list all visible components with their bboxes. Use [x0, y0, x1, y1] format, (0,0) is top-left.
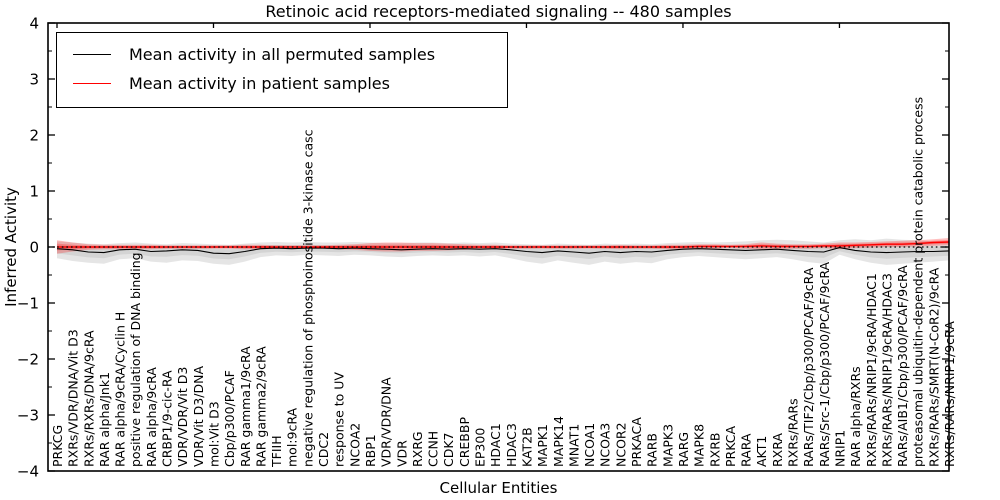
y-tick-label: 0 — [29, 239, 39, 257]
y-tick-label: −1 — [17, 295, 39, 313]
x-tick-label: PRKCG — [50, 425, 65, 467]
x-tick-label: NCOR2 — [613, 422, 628, 467]
x-tick-label: NCOA1 — [582, 423, 597, 467]
x-tick-label: HDAC3 — [504, 423, 519, 467]
x-tick-label: RXRs/RARs/NRIP1/9cRA — [942, 321, 957, 467]
x-tick-label: response to UV — [332, 372, 347, 467]
y-axis-label: Inferred Activity — [2, 187, 20, 307]
y-tick-label: −3 — [17, 407, 39, 425]
x-tick-label: RARs/Src-1/Cbp/p300/PCAF/9cRA — [817, 261, 832, 467]
legend-line-permuted-icon — [73, 54, 111, 55]
y-tick-label: 2 — [29, 127, 39, 145]
x-tick-label: CRBP1/9-cic-RA — [160, 370, 175, 467]
x-tick-label: MNAT1 — [566, 424, 581, 467]
x-tick-label: Cbp/p300/PCAF — [222, 370, 237, 467]
x-tick-label: MAPK3 — [660, 424, 675, 467]
x-tick-label: RXRs/RARs — [786, 398, 801, 467]
x-tick-label: RARG — [676, 432, 691, 467]
x-tick-label: RXRA — [770, 433, 785, 467]
x-tick-label: RXRs/RARs/NRIP1/9cRA/HDAC3 — [879, 273, 894, 467]
x-tick-label: RXRs/VDR/DNA/Vit D3 — [66, 329, 81, 467]
x-tick-label: MAPK8 — [692, 424, 707, 467]
x-tick-label: proteasomal ubiquitin-dependent protein … — [911, 97, 926, 467]
x-tick-label: VDR — [394, 440, 409, 467]
patient-band — [57, 238, 949, 254]
x-tick-label: MAPK14 — [551, 416, 566, 467]
x-tick-label: RARA — [739, 433, 754, 467]
x-tick-label: RAR alpha/9cRA — [144, 367, 159, 467]
x-tick-label: mol:9cRA — [285, 407, 300, 467]
x-tick-label: mol:Vit D3 — [206, 401, 221, 467]
x-axis-label: Cellular Entities — [439, 479, 558, 497]
x-tick-label: MAPK1 — [535, 424, 550, 467]
legend-label-permuted: Mean activity in all permuted samples — [129, 45, 436, 64]
x-tick-label: PRKCA — [723, 426, 738, 467]
legend-label-patient: Mean activity in patient samples — [129, 74, 390, 93]
x-tick-label: RBP1 — [363, 434, 378, 467]
x-tick-label: VDR/VDR/DNA — [379, 377, 394, 467]
x-tick-label: CDK7 — [441, 432, 456, 467]
chart-title: Retinoic acid receptors-mediated signali… — [265, 2, 732, 21]
legend-item-permuted: Mean activity in all permuted samples — [73, 40, 501, 69]
x-tick-label: RXRG — [410, 431, 425, 467]
x-tick-label: CCNH — [426, 431, 441, 467]
y-tick-label: 4 — [29, 15, 39, 33]
x-tick-label: KAT2B — [519, 427, 534, 467]
x-tick-label: RARs/AIB1/Cbp/p300/PCAF/9cRA — [895, 265, 910, 467]
permuted-mean-line — [56, 247, 950, 255]
y-tick-label: −2 — [17, 351, 39, 369]
y-tick-label: −4 — [17, 463, 39, 481]
x-tick-label: NRIP1 — [832, 430, 847, 467]
x-tick-label: VDR/Vit D3/DNA — [191, 366, 206, 467]
x-tick-label: RXRs/RXRs/DNA/9cRA — [81, 330, 96, 467]
x-tick-label: AKT1 — [754, 436, 769, 467]
x-tick-label: CDC2 — [316, 432, 331, 467]
legend-line-patient-icon — [73, 83, 111, 84]
legend-item-patient: Mean activity in patient samples — [73, 69, 501, 98]
x-tick-label: PRKACA — [629, 417, 644, 467]
x-tick-label: negative regulation of phosphoinositide … — [300, 129, 315, 467]
x-tick-label: RAR gamma1/9cRA — [238, 346, 253, 467]
x-tick-label: RAR alpha/9cRA/Cyclin H — [113, 312, 128, 467]
x-tick-label: RXRs/RARs/SMRT(N-CoR2)/9cRA — [926, 267, 941, 467]
x-tick-label: RXRs/RARs/NRIP1/9cRA/HDAC1 — [864, 273, 879, 467]
x-tick-label: RARB — [645, 433, 660, 467]
x-tick-label: RAR alpha/RXRs — [848, 366, 863, 467]
y-tick-label: 1 — [29, 183, 39, 201]
x-tick-label: EP300 — [473, 428, 488, 467]
permuted-band — [57, 238, 949, 265]
x-tick-label: HDAC1 — [488, 423, 503, 467]
x-tick-label: RXRB — [707, 432, 722, 467]
x-tick-label: NCOA2 — [347, 423, 362, 467]
y-tick-label: 3 — [29, 71, 39, 89]
x-tick-label: CREBBP — [457, 417, 472, 467]
x-tick-label: VDR/VDR/Vit D3 — [175, 367, 190, 467]
legend: Mean activity in all permuted samples Me… — [56, 32, 508, 108]
x-tick-label: RARs/TIF2/Cbp/p300/PCAF/9cRA — [801, 267, 816, 467]
x-tick-label: RAR alpha/Jnk1 — [97, 372, 112, 467]
x-tick-label: NCOA3 — [598, 423, 613, 467]
x-tick-label: RAR gamma2/9cRA — [253, 346, 268, 467]
x-tick-label: TFIIH — [269, 435, 284, 468]
x-tick-label: positive regulation of DNA binding — [128, 252, 143, 467]
